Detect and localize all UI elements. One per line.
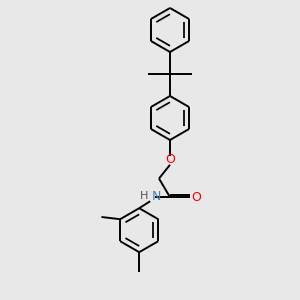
Text: N: N <box>152 190 162 203</box>
Text: O: O <box>165 153 175 166</box>
Text: O: O <box>191 191 201 204</box>
Text: H: H <box>140 191 148 201</box>
